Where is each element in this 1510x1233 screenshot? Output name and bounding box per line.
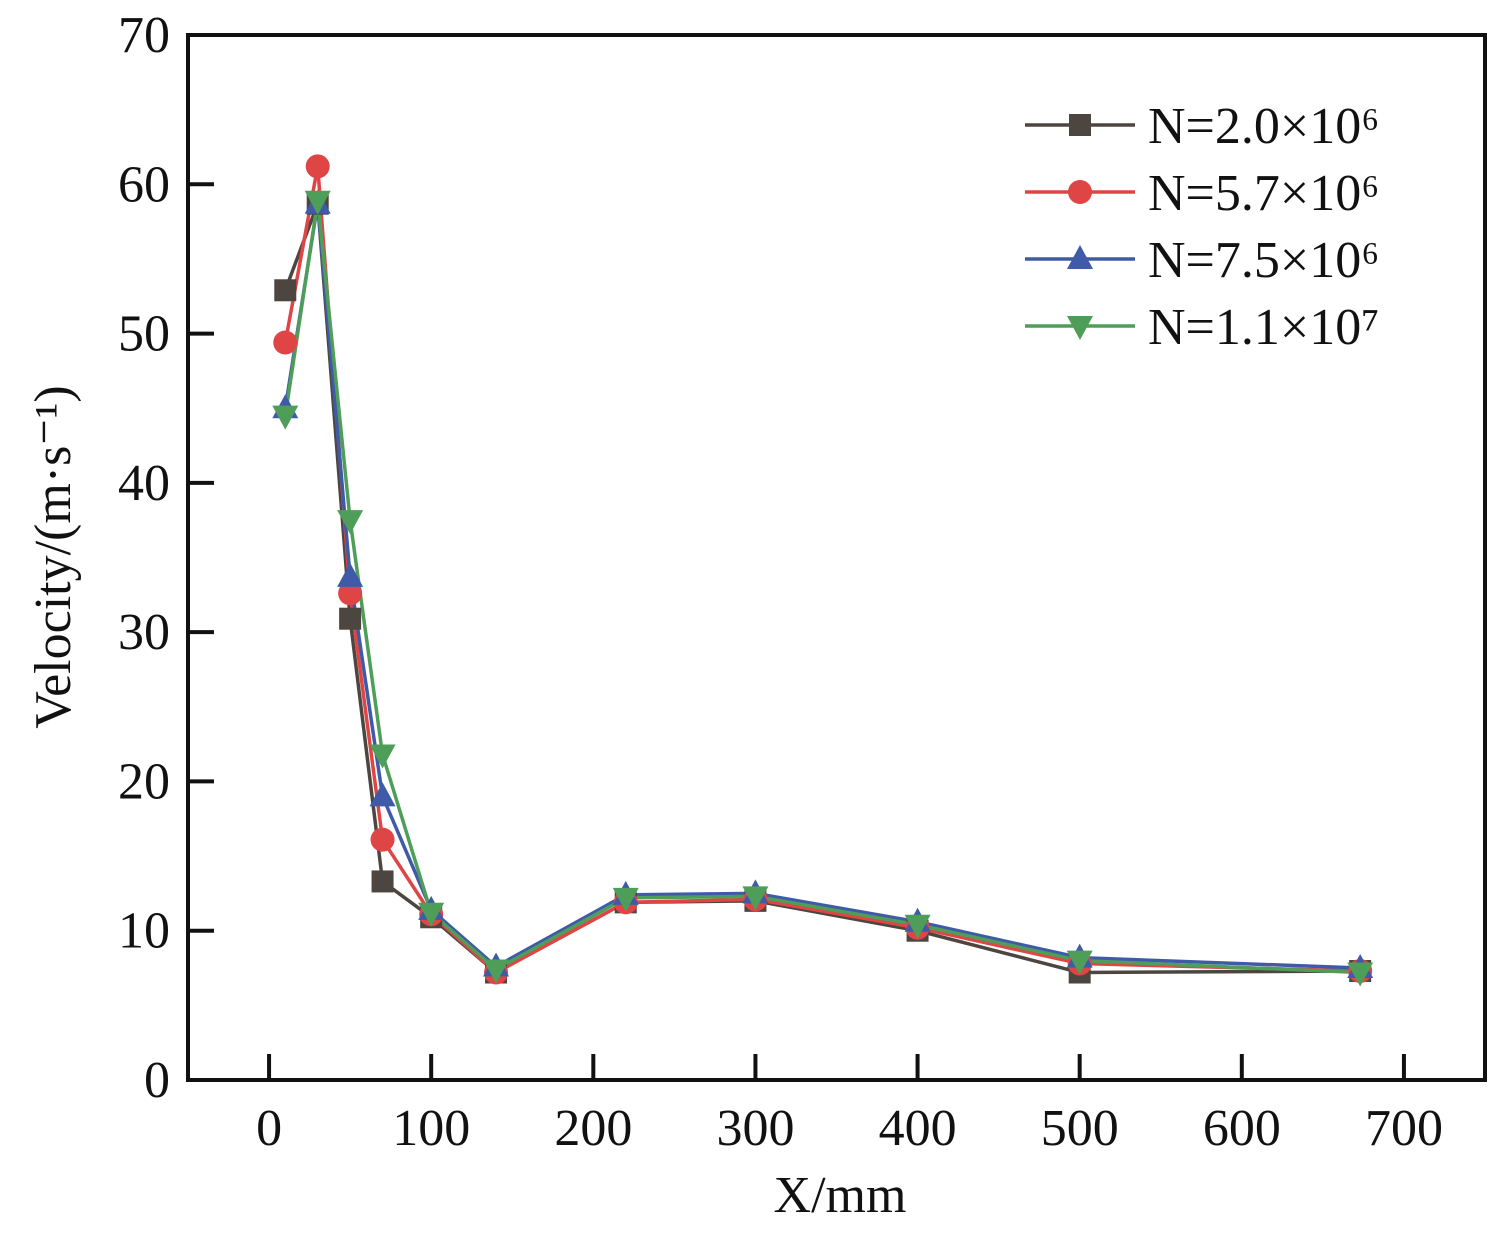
marker (612, 887, 639, 912)
marker (418, 902, 445, 927)
y-tick-label: 20 (118, 753, 170, 810)
marker (1066, 950, 1093, 975)
marker (304, 190, 331, 215)
legend-marker (1069, 114, 1091, 136)
marker (305, 154, 330, 179)
x-tick-label: 600 (1203, 1100, 1281, 1157)
y-tick-label: 10 (118, 903, 170, 960)
x-tick-label: 500 (1041, 1100, 1119, 1157)
y-tick-label: 70 (118, 7, 170, 64)
x-tick-label: 0 (256, 1100, 282, 1157)
legend-label: N=7.5×10⁶ (1148, 232, 1379, 289)
x-tick-label: 400 (879, 1100, 957, 1157)
legend-marker (1067, 316, 1093, 340)
y-tick-label: 60 (118, 156, 170, 213)
marker (371, 870, 394, 893)
x-tick-label: 700 (1365, 1100, 1443, 1157)
legend-label: N=1.1×10⁷ (1148, 299, 1379, 356)
marker (338, 581, 363, 606)
marker (339, 607, 362, 630)
marker (337, 510, 364, 535)
y-tick-label: 30 (118, 604, 170, 661)
marker (369, 744, 396, 769)
x-tick-label: 100 (392, 1100, 470, 1157)
marker (337, 562, 364, 587)
y-axis-label: Velocity/(m·s⁻¹) (25, 385, 82, 728)
marker (742, 886, 769, 911)
marker (370, 827, 395, 852)
x-axis-label: X/mm (774, 1167, 907, 1224)
plot-frame (186, 33, 1487, 1082)
legend-label: N=2.0×10⁶ (1148, 98, 1379, 155)
y-tick-label: 50 (118, 306, 170, 363)
y-tick-label: 40 (118, 455, 170, 512)
x-tick-label: 300 (716, 1100, 794, 1157)
legend-marker (1068, 180, 1092, 204)
legend-label: N=5.7×10⁶ (1148, 165, 1379, 222)
legend-marker (1067, 245, 1093, 269)
marker (483, 959, 510, 984)
marker (1347, 962, 1374, 987)
marker (274, 279, 297, 302)
x-tick-label: 200 (554, 1100, 632, 1157)
marker (273, 330, 298, 355)
marker (904, 914, 931, 939)
marker (369, 782, 396, 807)
marker (272, 405, 299, 430)
y-tick-label: 0 (144, 1052, 170, 1109)
